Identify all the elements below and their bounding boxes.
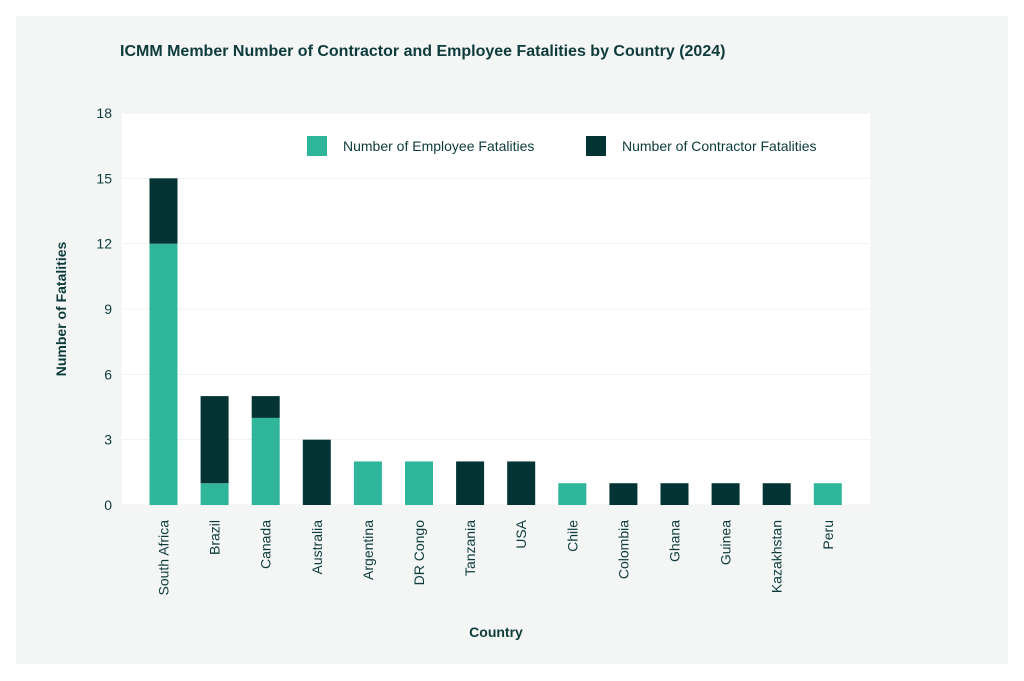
y-tick-label: 12 — [96, 236, 112, 252]
legend-swatch — [586, 136, 606, 156]
x-tick-label: Brazil — [207, 520, 223, 555]
bar-contractor-brazil — [200, 396, 229, 484]
legend-label: Number of Contractor Fatalities — [622, 138, 817, 154]
y-tick-label: 0 — [104, 497, 112, 513]
x-tick-label: Tanzania — [462, 520, 478, 576]
x-tick-label: USA — [513, 519, 529, 548]
bar-contractor-tanzania — [456, 461, 485, 505]
bar-contractor-usa — [507, 461, 536, 505]
x-tick-label: Guinea — [718, 520, 734, 565]
bar-contractor-kazakhstan — [762, 483, 791, 505]
x-tick-label: Colombia — [615, 520, 631, 579]
x-tick-label: Ghana — [667, 520, 683, 562]
bar-contractor-australia — [302, 439, 331, 505]
legend-swatch — [307, 136, 327, 156]
bar-employee-peru — [813, 483, 842, 505]
bar-contractor-guinea — [711, 483, 740, 505]
x-axis-label: Country — [469, 624, 523, 640]
bar-employee-canada — [251, 417, 280, 505]
bar-contractor-ghana — [660, 483, 689, 505]
bar-contractor-south-africa — [149, 178, 178, 244]
x-tick-label: Chile — [564, 520, 580, 552]
x-tick-label: Argentina — [360, 520, 376, 580]
y-tick-label: 3 — [104, 432, 112, 448]
bar-employee-dr-congo — [405, 461, 433, 505]
x-tick-label: Peru — [820, 520, 836, 550]
x-tick-label: Canada — [258, 520, 274, 569]
x-tick-label: Kazakhstan — [769, 520, 785, 593]
chart-title: ICMM Member Number of Contractor and Emp… — [120, 43, 725, 60]
bar-employee-south-africa — [149, 243, 178, 505]
bar-employee-argentina — [353, 461, 382, 505]
bar-contractor-canada — [251, 396, 280, 418]
bar-employee-chile — [558, 483, 587, 505]
x-tick-label: South Africa — [156, 520, 172, 596]
legend-label: Number of Employee Fatalities — [343, 138, 534, 154]
x-tick-label: DR Congo — [411, 520, 427, 586]
y-axis-label: Number of Fatalities — [53, 242, 69, 377]
y-tick-label: 9 — [104, 301, 112, 317]
bar-contractor-colombia — [609, 483, 638, 505]
y-tick-label: 15 — [96, 170, 112, 186]
x-tick-label: Australia — [309, 520, 325, 575]
bar-employee-brazil — [200, 483, 229, 505]
y-tick-label: 6 — [104, 366, 112, 382]
y-tick-label: 18 — [96, 105, 112, 121]
